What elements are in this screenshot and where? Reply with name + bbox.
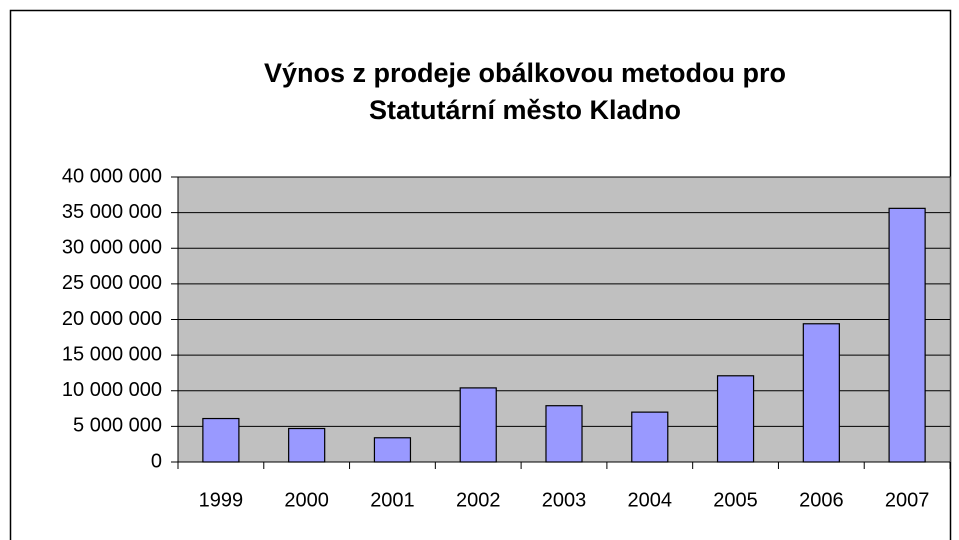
x-tick-label: 2000 [284, 489, 329, 511]
x-tick-label: 2007 [885, 489, 930, 511]
x-tick-label: 2001 [370, 489, 415, 511]
bar [888, 207, 926, 463]
y-tick-label: 35 000 000 [62, 201, 162, 223]
y-tick-label: 40 000 000 [62, 165, 162, 187]
y-tick-label: 25 000 000 [62, 272, 162, 294]
bar [202, 417, 240, 463]
bar [631, 411, 669, 463]
y-tick-label: 30 000 000 [62, 237, 162, 259]
chart-title: Statutární město Kladno [369, 95, 681, 125]
y-tick-label: 10 000 000 [62, 379, 162, 401]
bar [802, 323, 840, 463]
chart-title: Výnos z prodeje obálkovou metodou pro [264, 58, 786, 88]
x-tick-label: 1999 [199, 489, 244, 511]
x-tick-label: 2005 [713, 489, 758, 511]
x-tick-label: 2002 [456, 489, 501, 511]
y-tick-label: 15 000 000 [62, 343, 162, 365]
y-tick-label: 0 [151, 450, 162, 472]
bar [288, 427, 326, 463]
bar [716, 375, 755, 463]
bar [545, 405, 583, 463]
x-tick-label: 2003 [542, 489, 587, 511]
x-tick-label: 2006 [799, 489, 844, 511]
y-tick-label: 20 000 000 [62, 308, 162, 330]
x-tick-label: 2004 [628, 489, 673, 511]
y-tick-label: 5 000 000 [73, 415, 162, 437]
bar [373, 437, 412, 463]
bar [459, 387, 497, 463]
